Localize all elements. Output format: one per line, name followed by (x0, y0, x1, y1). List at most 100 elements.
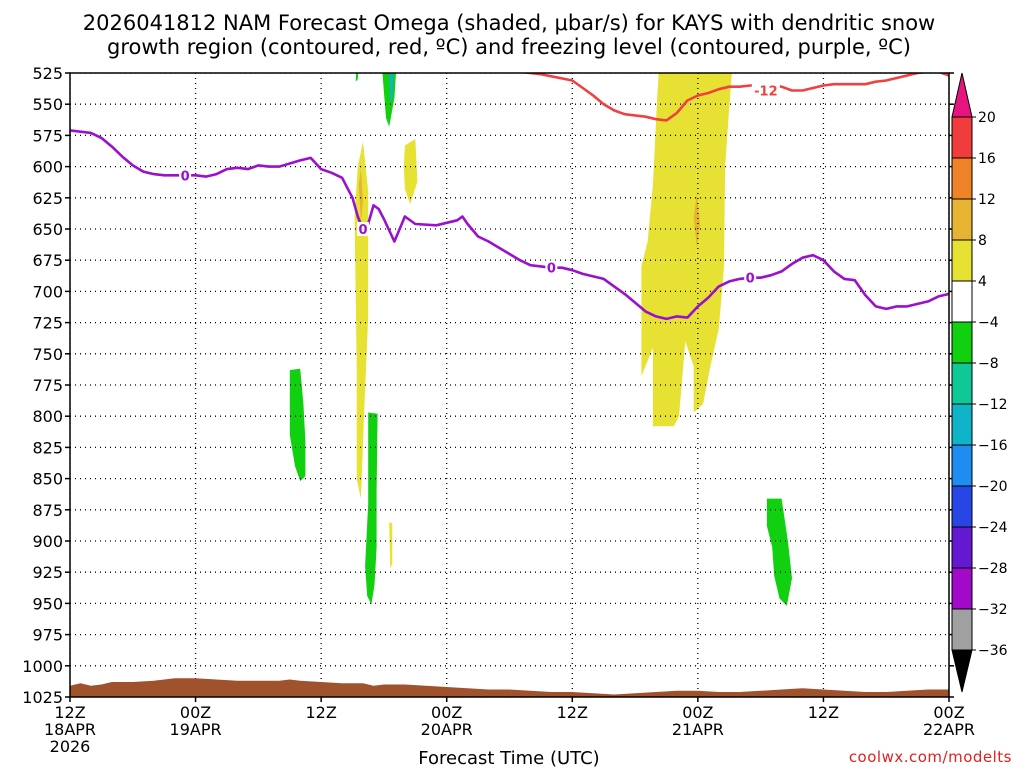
freezing-level-label-2: 0 (547, 262, 556, 277)
x-tick-label-12-1: 00Z (180, 703, 211, 722)
omega-region-7 (403, 139, 418, 204)
dgz-minus12-line (519, 73, 949, 122)
dgz-minus12-label-0: -12 (754, 84, 778, 99)
omega-region-2 (766, 498, 792, 606)
freezing-level-label-bg-3 (744, 270, 757, 285)
freezing-level-label-0: 0 (181, 169, 190, 184)
colorbar-bin-7 (951, 403, 973, 446)
colorbar-label-9: −20 (978, 479, 1008, 495)
y-tick-label-925: 925 (32, 563, 63, 582)
omega-region-1 (365, 412, 378, 605)
colorbar-label-5: −4 (978, 315, 999, 331)
colorbar-bin-8 (951, 444, 973, 487)
colorbar-label-2: 12 (978, 192, 996, 208)
colorbar-bin-3 (951, 239, 973, 282)
y-tick-label-675: 675 (32, 251, 63, 270)
colorbar-bin-6 (951, 362, 973, 405)
colorbar-label-4: 4 (978, 274, 987, 290)
omega-region-10 (693, 194, 700, 248)
y-tick-label-850: 850 (32, 470, 63, 489)
y-tick-label-825: 825 (32, 438, 63, 457)
colorbar: 20 16 12 8 4 −4 −8 −12 −16 −20 −24 −28 −32 −36 (951, 72, 1008, 693)
dgz-minus12-label-bg-0 (751, 83, 780, 98)
freezing-level-label-1: 0 (358, 223, 367, 238)
colorbar-bin-12 (951, 608, 973, 651)
y-tick-label-1025: 1025 (22, 688, 63, 707)
credit-text: coolwx.com/modelts (849, 748, 1012, 766)
omega-shading (289, 73, 792, 606)
omega-region-5 (389, 73, 394, 102)
y-tick-label-525: 525 (32, 64, 63, 83)
y-tick-label-800: 800 (32, 407, 63, 426)
y-tick-label-725: 725 (32, 314, 63, 333)
chart-title-line-1: 2026041812 NAM Forecast Omega (shaded, μ… (83, 11, 935, 35)
y-tick-label-625: 625 (32, 189, 63, 208)
y-tick-label-1000: 1000 (22, 657, 63, 676)
colorbar-label-6: −8 (978, 356, 999, 372)
y-tick-label-575: 575 (32, 126, 63, 145)
y-tick-label-700: 700 (32, 282, 63, 301)
colorbar-bottom-arrow (951, 649, 973, 693)
plot-area: 0 0 0 0 -12 (70, 73, 949, 697)
x-tick-label-72-1: 12Z (808, 703, 839, 722)
colorbar-bin-9 (951, 485, 973, 528)
y-tick-label-550: 550 (32, 95, 63, 114)
omega-region-8 (389, 522, 393, 569)
freezing-level-label-3: 0 (746, 272, 755, 287)
colorbar-bin-10 (951, 526, 973, 569)
x-tick-label-0-2: 18APR (44, 720, 96, 739)
chart-title-line-2: growth region (contoured, red, ºC) and f… (107, 35, 911, 59)
colorbar-bin-11 (951, 567, 973, 610)
colorbar-label-0: 20 (978, 110, 996, 126)
grid (70, 73, 949, 697)
colorbar-bin-5 (951, 321, 973, 364)
colorbar-bin-2 (951, 198, 973, 241)
y-tick-label-600: 600 (32, 158, 63, 177)
colorbar-bin-4 (951, 280, 973, 323)
freezing-level-line (70, 129, 949, 321)
omega-region-4 (355, 73, 359, 82)
terrain (70, 678, 949, 697)
colorbar-label-3: 8 (978, 233, 987, 249)
y-tick-label-775: 775 (32, 376, 63, 395)
freezing-level-label-bg-1 (357, 222, 369, 236)
colorbar-label-11: −28 (978, 561, 1008, 577)
y-tick-label-875: 875 (32, 501, 63, 520)
colorbar-bin-1 (951, 157, 973, 200)
y-tick-label-900: 900 (32, 532, 63, 551)
x-tick-label-12-2: 19APR (170, 720, 222, 739)
omega-region-9 (641, 73, 732, 427)
colorbar-top-arrow (951, 72, 973, 118)
x-tick-label-0-3: 2026 (50, 737, 91, 756)
contours: 0 0 0 0 -12 (70, 73, 949, 321)
omega-region-11 (358, 169, 363, 223)
y-tick-label-950: 950 (32, 594, 63, 613)
y-tick-label-975: 975 (32, 626, 63, 645)
y-tick-label-750: 750 (32, 345, 63, 364)
freezing-level-label-bg-0 (179, 168, 192, 183)
x-tick-label-0-1: 12Z (54, 703, 85, 722)
x-tick-label-60-1: 00Z (682, 703, 713, 722)
x-tick-label-36-1: 00Z (431, 703, 462, 722)
colorbar-label-13: −36 (978, 643, 1008, 659)
colorbar-bin-0 (951, 116, 973, 159)
x-tick-label-84-2: 22APR (923, 720, 975, 739)
pressure-axis: 525 550 575 600 625 650 675 700 725 750 775 800 825 8… (22, 64, 954, 707)
colorbar-label-12: −32 (978, 602, 1008, 618)
y-tick-label-650: 650 (32, 220, 63, 239)
x-tick-label-48-1: 12Z (557, 703, 588, 722)
colorbar-label-7: −12 (978, 397, 1008, 413)
omega-region-0 (289, 368, 306, 482)
freezing-level-label-bg-2 (545, 260, 558, 275)
x-tick-label-84-1: 00Z (933, 703, 964, 722)
x-axis-label: Forecast Time (UTC) (418, 748, 599, 768)
colorbar-label-10: −24 (978, 520, 1008, 536)
colorbar-label-1: 16 (978, 151, 996, 167)
colorbar-label-8: −16 (978, 438, 1008, 454)
x-tick-label-36-2: 20APR (421, 720, 473, 739)
terrain-fill (70, 678, 949, 697)
x-tick-label-24-1: 12Z (305, 703, 336, 722)
x-tick-label-60-2: 21APR (672, 720, 724, 739)
